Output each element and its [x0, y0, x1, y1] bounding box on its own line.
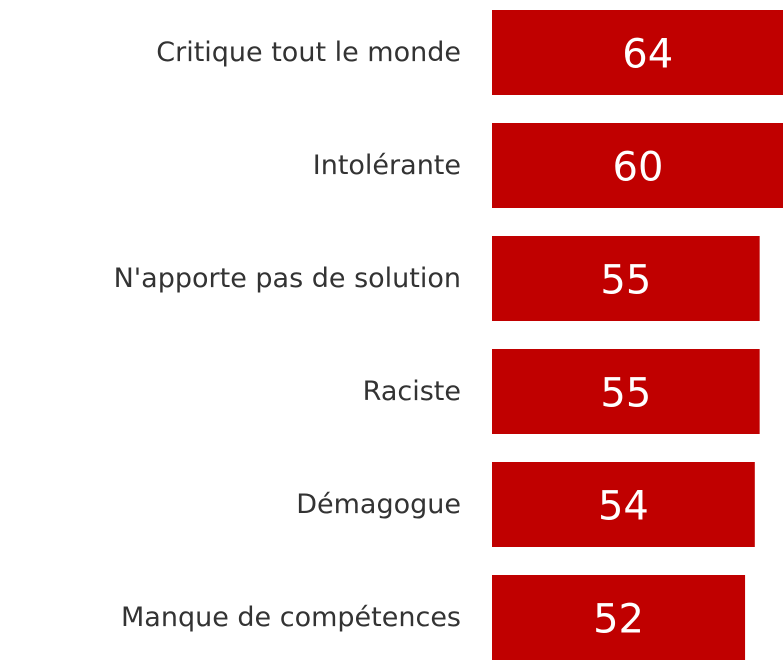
category-label: Critique tout le monde — [156, 37, 461, 68]
value-label: 64 — [622, 32, 673, 78]
value-label: 55 — [600, 371, 651, 417]
bar — [492, 10, 783, 95]
category-label: N'apporte pas de solution — [114, 263, 461, 294]
bar — [492, 236, 760, 321]
bar — [492, 123, 783, 208]
value-label: 52 — [593, 597, 644, 643]
category-label: Intolérante — [313, 150, 461, 181]
bar — [492, 575, 746, 660]
value-label: 55 — [600, 258, 651, 304]
value-label: 54 — [598, 484, 649, 530]
value-label: 60 — [613, 145, 664, 191]
category-label: Manque de compétences — [121, 602, 461, 633]
category-label: Raciste — [363, 376, 461, 407]
category-label: Démagogue — [296, 489, 461, 520]
bar — [492, 462, 755, 547]
bar — [492, 349, 760, 434]
